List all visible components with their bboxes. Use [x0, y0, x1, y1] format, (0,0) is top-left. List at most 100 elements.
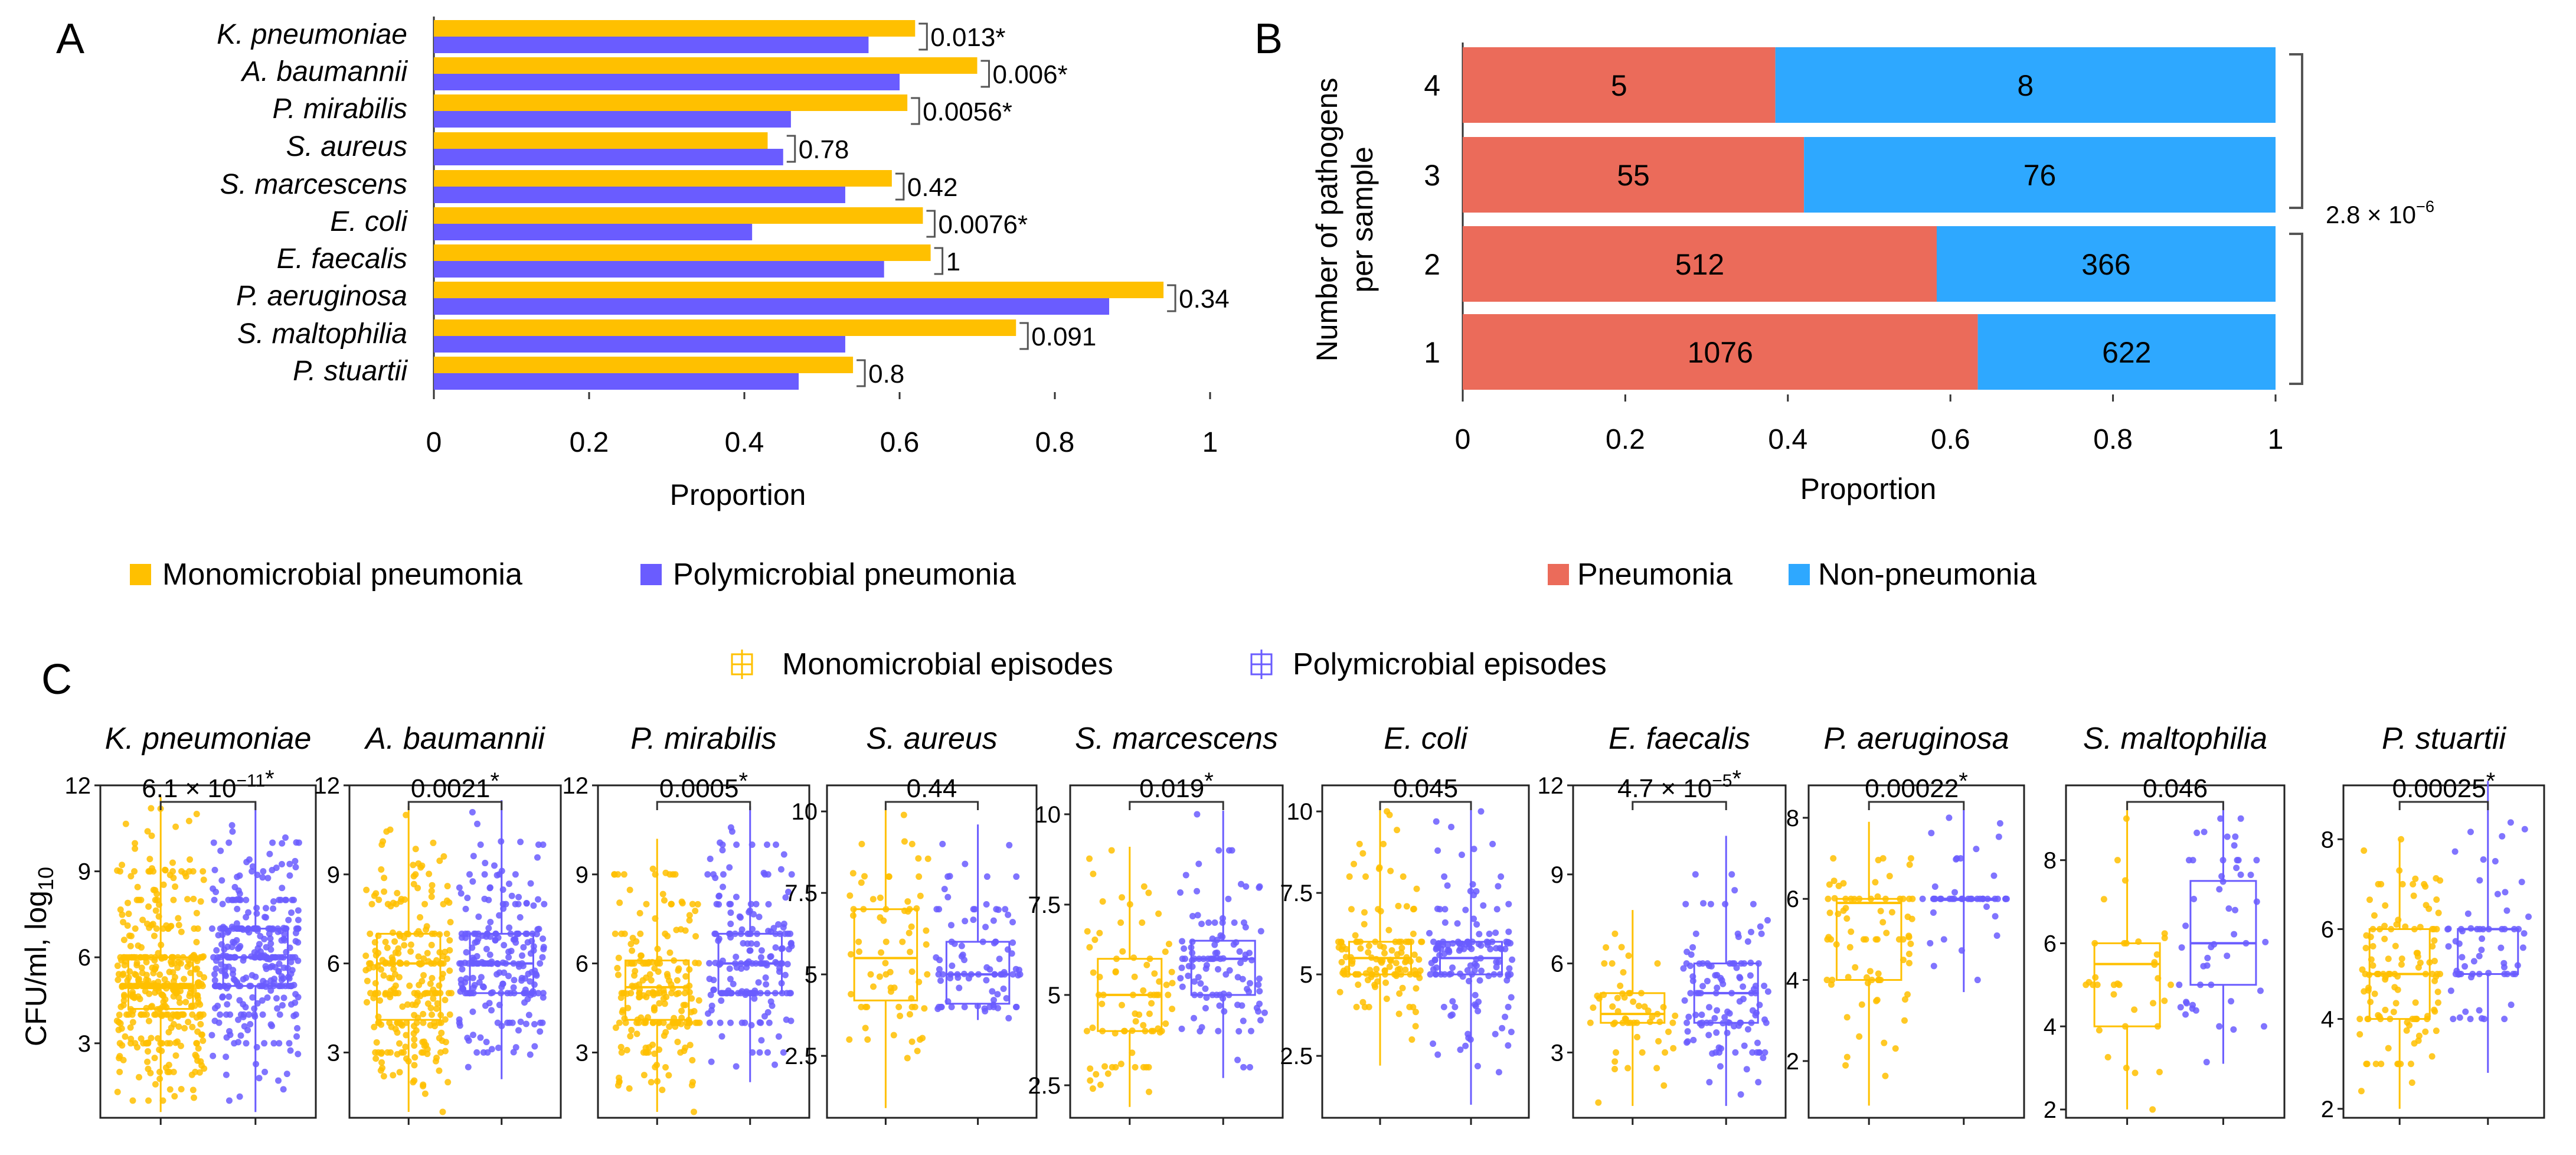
- mono-point: [424, 950, 431, 957]
- poly-point: [286, 872, 293, 879]
- poly-point: [288, 909, 295, 916]
- poly-point: [1444, 942, 1452, 949]
- mono-point: [689, 1057, 696, 1064]
- poly-point: [726, 864, 733, 871]
- mono-point: [172, 823, 179, 830]
- mono-point: [2375, 880, 2382, 888]
- poly-point: [1012, 1003, 1019, 1010]
- poly-box: [2189, 880, 2257, 986]
- mono-point: [156, 1068, 163, 1075]
- poly-point: [1726, 1010, 1733, 1017]
- mono-point: [117, 954, 124, 961]
- mono-point: [119, 862, 126, 869]
- poly-point: [935, 971, 942, 978]
- poly-point: [458, 980, 465, 987]
- mono-point: [410, 880, 417, 888]
- mono-point: [127, 1040, 134, 1047]
- mono-point: [182, 999, 189, 1006]
- mono-point: [144, 1048, 151, 1055]
- mono-point: [156, 971, 164, 978]
- poly-point: [2497, 944, 2505, 951]
- mono-point: [1101, 1063, 1109, 1070]
- y-tick-label: 2.5: [1028, 1073, 1061, 1099]
- poly-point: [229, 828, 236, 835]
- mono-point: [2110, 981, 2117, 988]
- mono-point: [1348, 906, 1355, 913]
- mono-point: [1132, 1010, 1139, 1017]
- poly-point: [244, 1026, 251, 1033]
- poly-point: [737, 914, 744, 921]
- mono-point: [633, 938, 640, 945]
- mono-box: [1600, 992, 1666, 1024]
- mono-point: [136, 996, 143, 1003]
- mono-point: [193, 909, 200, 916]
- poly-point: [937, 977, 944, 984]
- mono-point: [2412, 875, 2419, 882]
- poly-point: [1505, 1042, 1512, 1049]
- poly-point: [259, 997, 266, 1004]
- mono-point: [650, 991, 657, 999]
- y-tick-label: 8: [2044, 848, 2057, 874]
- mono-point: [446, 967, 453, 974]
- mono-point: [165, 1029, 172, 1036]
- mono-point: [908, 840, 916, 847]
- pvalue-label: 0.00025*: [2392, 768, 2496, 803]
- poly-point: [533, 972, 540, 979]
- species-label: S. maltophilia: [237, 318, 407, 350]
- mono-point: [2422, 1028, 2429, 1035]
- mono-point: [1418, 938, 1426, 945]
- poly-point: [457, 890, 465, 897]
- poly-point: [473, 953, 480, 960]
- mono-point: [1373, 965, 1380, 973]
- poly-point: [780, 1049, 787, 1056]
- poly-point: [733, 841, 740, 849]
- panel-c: C Monomicrobial episodes Polymicrobial epi…: [19, 647, 2545, 1125]
- mono-point: [1639, 1049, 1646, 1056]
- mono-point: [152, 1081, 159, 1088]
- poly-point: [218, 877, 225, 884]
- poly-point: [525, 970, 532, 977]
- mono-point: [897, 1012, 904, 1019]
- mono-point: [419, 978, 426, 985]
- poly-point: [1919, 895, 1926, 902]
- mono-point: [660, 1019, 667, 1026]
- poly-point: [534, 854, 541, 861]
- poly-point: [717, 1019, 724, 1026]
- mono-point: [2423, 902, 2430, 909]
- poly-point: [287, 1047, 294, 1054]
- mono-point: [396, 1069, 403, 1076]
- non-pneumonia-bar: [1977, 314, 2276, 390]
- poly-point: [2450, 1016, 2457, 1023]
- poly-point: [1449, 964, 1456, 971]
- poly-point: [707, 991, 714, 999]
- mono-point: [116, 1012, 123, 1019]
- mono-point: [2410, 892, 2417, 899]
- poly-point: [1493, 964, 1500, 971]
- mono-point: [1845, 974, 1852, 981]
- poly-point: [231, 939, 238, 946]
- poly-point: [1247, 1027, 1254, 1035]
- mono-point: [368, 900, 375, 908]
- poly-point: [211, 896, 218, 903]
- mono-point: [1417, 967, 1424, 974]
- poly-point: [1427, 971, 1434, 978]
- mono-point: [394, 1050, 401, 1058]
- mono-point: [648, 977, 655, 984]
- mono-point: [436, 857, 443, 864]
- mono-point: [430, 839, 437, 846]
- poly-point: [292, 864, 299, 871]
- mono-point: [869, 896, 877, 903]
- mono-point: [160, 993, 167, 1000]
- poly-point: [267, 977, 274, 984]
- mono-point: [430, 995, 437, 1002]
- poly-point: [2260, 1023, 2267, 1030]
- mono-point: [1411, 951, 1418, 958]
- poly-point: [2444, 926, 2451, 933]
- pvalue-label: 0.78: [799, 135, 849, 164]
- non-pneumonia-count: 622: [2102, 336, 2151, 369]
- mono-point: [2435, 909, 2442, 916]
- poly-point: [786, 945, 793, 952]
- mono-point: [122, 1033, 129, 1040]
- subplot-frame: [348, 784, 562, 1119]
